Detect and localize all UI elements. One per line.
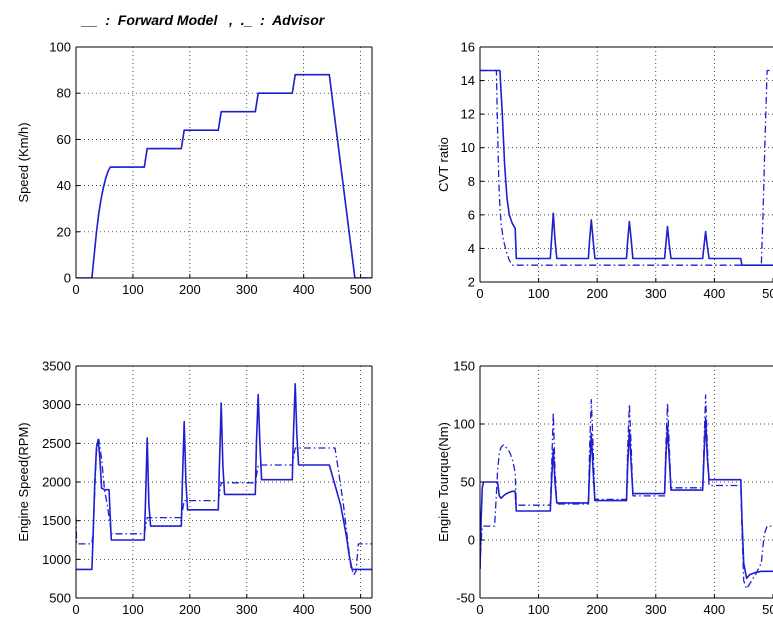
x-tick-label: 0 xyxy=(476,286,483,301)
y-tick-label: 6 xyxy=(468,207,475,222)
chart-panel-1: 0 100 200 300 400 500 0 20 40 60 80 100 Speed (Km/h) xyxy=(16,40,373,297)
y-tick-label: 16 xyxy=(461,40,475,55)
x-tick-label: 500 xyxy=(762,286,773,301)
x-tick-label: 500 xyxy=(762,602,773,617)
x-tick-label: 400 xyxy=(704,286,726,301)
x-tick-label: 500 xyxy=(350,282,372,297)
x-tick-label: 300 xyxy=(645,602,667,617)
series-line-advisor xyxy=(76,438,372,576)
x-tick-label: 100 xyxy=(528,602,550,617)
y-tick-label: 40 xyxy=(57,178,71,193)
chart-panel-3: 0 100 200 300 400 500 500 1000 1500 2000 2500 3000 3… xyxy=(16,359,373,617)
series-line-forward-model xyxy=(76,73,372,278)
y-tick-label: 150 xyxy=(453,359,475,374)
y-tick-label: 1000 xyxy=(42,552,71,567)
y-tick-label: 14 xyxy=(461,73,475,88)
y-axis-label: CVT ratio xyxy=(436,137,451,192)
x-tick-label: 0 xyxy=(72,282,79,297)
y-tick-label: 3000 xyxy=(42,397,71,412)
y-tick-label: 100 xyxy=(453,417,475,432)
x-tick-label: 200 xyxy=(179,282,201,297)
series-line-forward-model xyxy=(76,382,372,571)
series-line-forward-model xyxy=(480,69,773,267)
x-tick-label: 300 xyxy=(645,286,667,301)
y-tick-label: 3500 xyxy=(42,359,71,374)
figure-legend: __ : Forward Model , ._ : Advisor xyxy=(82,12,325,28)
y-tick-label: 80 xyxy=(57,86,71,101)
y-tick-label: 20 xyxy=(57,224,71,239)
x-tick-label: 500 xyxy=(350,602,372,617)
y-tick-label: 500 xyxy=(49,591,71,606)
series-line-advisor xyxy=(480,69,773,266)
x-tick-label: 400 xyxy=(704,602,726,617)
y-tick-label: 0 xyxy=(468,533,475,548)
y-tick-label: 10 xyxy=(461,140,475,155)
x-tick-label: 100 xyxy=(528,286,550,301)
y-tick-label: 1500 xyxy=(42,513,71,528)
series-line-advisor xyxy=(76,74,372,278)
y-tick-label: -50 xyxy=(456,591,475,606)
x-tick-label: 100 xyxy=(122,602,144,617)
x-tick-label: 400 xyxy=(293,282,315,297)
x-tick-label: 300 xyxy=(236,602,258,617)
x-tick-label: 200 xyxy=(179,602,201,617)
y-tick-label: 8 xyxy=(468,174,475,189)
y-axis-label: Engine Tourque(Nm) xyxy=(436,422,451,542)
x-tick-label: 100 xyxy=(122,282,144,297)
x-tick-label: 300 xyxy=(236,282,258,297)
y-tick-label: 2 xyxy=(468,275,475,290)
x-tick-label: 0 xyxy=(72,602,79,617)
y-axis-label: Engine Speed(RPM) xyxy=(16,422,31,541)
y-tick-label: 60 xyxy=(57,132,71,147)
x-tick-label: 400 xyxy=(293,602,315,617)
y-axis-label: Speed (Km/h) xyxy=(16,122,31,202)
y-tick-label: 100 xyxy=(49,40,71,55)
series-line-advisor xyxy=(480,394,773,590)
y-tick-label: 50 xyxy=(461,475,475,490)
y-tick-label: 2000 xyxy=(42,475,71,490)
y-tick-label: 4 xyxy=(468,241,475,256)
y-tick-label: 12 xyxy=(461,107,475,122)
x-tick-label: 200 xyxy=(586,286,608,301)
x-tick-label: 0 xyxy=(476,602,483,617)
y-tick-label: 2500 xyxy=(42,436,71,451)
y-tick-label: 0 xyxy=(64,271,71,286)
chart-panel-2: 0 100 200 300 400 500 2 4 6 8 10 12 14 16 CVT ratio xyxy=(436,40,773,301)
x-tick-label: 200 xyxy=(586,602,608,617)
